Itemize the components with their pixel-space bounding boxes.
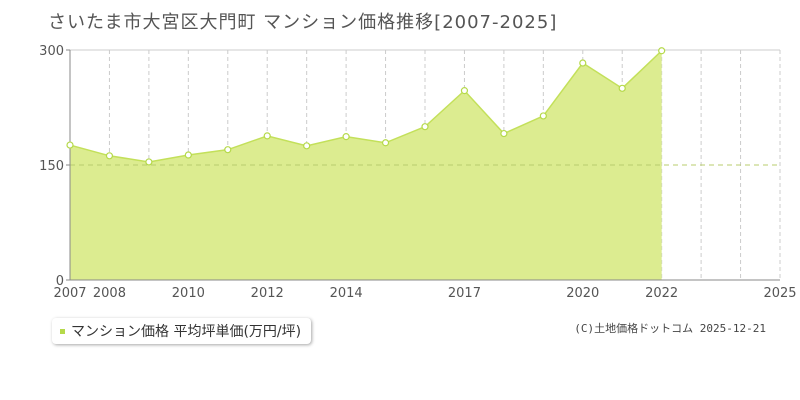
legend-swatch	[60, 328, 65, 334]
x-tick-label-2007: 2007	[53, 286, 86, 301]
x-tick-label-2025: 2025	[763, 286, 796, 301]
data-point-2011	[224, 146, 232, 154]
data-point-2015	[381, 139, 390, 147]
data-point-2012	[263, 132, 271, 140]
tick-labels: 0 150 300 2007 2008 2010 2012 2014 2017 2020 2022 2…	[39, 44, 796, 301]
y-tick-label-150: 150	[39, 159, 64, 174]
chart-title: さいたま市大宮区大門町 マンション価格推移[2007-2025]	[48, 12, 558, 33]
x-tick-label-2010: 2010	[172, 286, 205, 301]
data-point-2016	[421, 123, 429, 131]
axes	[66, 49, 780, 281]
y-tick-label-0: 0	[56, 274, 64, 289]
copyright-text: (C)土地価格ドットコム 2025-12-21	[574, 322, 766, 335]
legend-label: マンション価格 平均坪単価(万円/坪)	[71, 324, 302, 340]
data-point-2009	[145, 158, 153, 166]
data-point-2020	[579, 59, 587, 67]
data-point-2008	[105, 152, 114, 160]
area-series	[69, 50, 780, 281]
area-fill	[70, 50, 662, 281]
data-point-2022	[658, 47, 666, 55]
x-tick-label-2014: 2014	[330, 286, 363, 301]
x-tick-label-2020: 2020	[566, 286, 599, 301]
data-point-2018	[500, 129, 508, 138]
x-tick-label-2022: 2022	[645, 286, 678, 301]
data-point-2019	[539, 112, 547, 120]
data-point-2013	[303, 142, 311, 150]
x-tick-label-2008: 2008	[93, 286, 126, 301]
data-point-2017	[460, 87, 469, 95]
legend: マンション価格 平均坪単価(万円/坪)	[52, 318, 312, 344]
y-tick-label-300: 300	[39, 44, 64, 59]
data-point-2021	[618, 84, 626, 92]
data-point-2014	[342, 133, 350, 141]
data-point-2007	[66, 141, 74, 149]
x-tick-label-2012: 2012	[251, 286, 284, 301]
data-points	[66, 47, 666, 166]
data-point-2010	[184, 151, 192, 159]
series-line	[69, 50, 663, 163]
x-tick-label-2017: 2017	[448, 286, 481, 301]
